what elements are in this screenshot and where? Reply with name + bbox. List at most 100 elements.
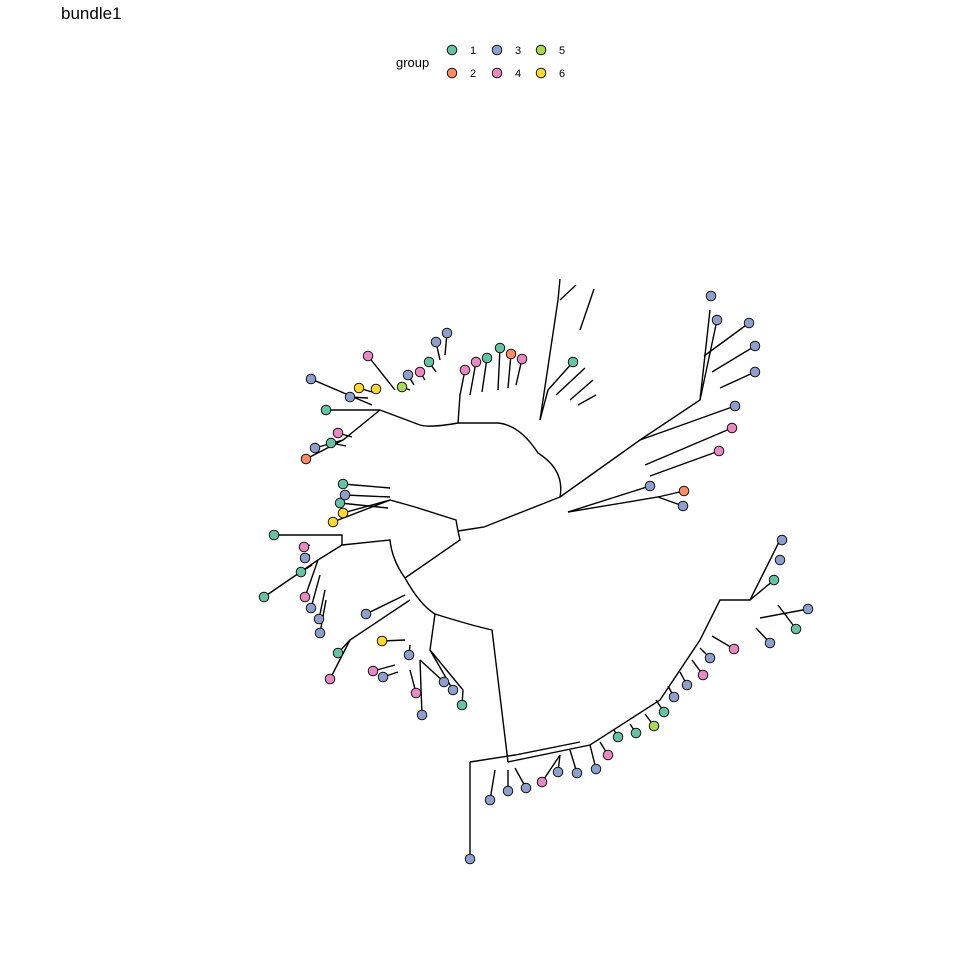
leaf-point-group-1	[295, 566, 307, 578]
branch-40	[469, 741, 581, 763]
legend-key-6	[535, 67, 547, 79]
branch-85	[469, 361, 477, 396]
leaf-point-group-3	[704, 652, 716, 664]
legend: 1 2 3 4 5 6	[446, 44, 565, 80]
leaf-point-group-3	[644, 480, 656, 492]
branch-44	[419, 659, 423, 716]
branch-95	[559, 284, 577, 301]
leaf-point-group-3	[502, 785, 514, 797]
branch-42	[429, 649, 454, 691]
leaf-point-group-3	[402, 369, 414, 381]
branch-7	[639, 405, 736, 441]
branch-66	[344, 494, 391, 498]
legend-label-3: 3	[515, 45, 521, 57]
leaf-point-group-3	[360, 608, 372, 620]
branch-15	[711, 345, 756, 373]
branch-92	[569, 379, 594, 401]
leaf-point-group-6	[337, 507, 349, 519]
legend-label-6: 6	[559, 68, 565, 80]
leaf-point-group-3	[729, 400, 741, 412]
leaf-point-group-6	[353, 382, 365, 394]
branch-62	[274, 534, 343, 545]
leaf-point-group-3	[590, 763, 602, 775]
leaf-point-group-3	[377, 671, 389, 683]
leaf-point-group-4	[299, 591, 311, 603]
branch-68	[305, 409, 421, 460]
legend-label-5: 5	[559, 45, 565, 57]
branch-64	[342, 499, 391, 514]
dendrogram-edges	[263, 278, 809, 859]
leaf-point-group-1	[494, 342, 506, 354]
leaf-point-group-3	[305, 602, 317, 614]
branch-6	[559, 309, 711, 498]
branch-87	[497, 347, 501, 391]
branch-31	[541, 754, 561, 783]
leaf-point-group-3	[711, 314, 723, 326]
leaf-point-group-3	[743, 317, 755, 329]
branch-94	[539, 278, 561, 421]
leaf-point-group-1	[268, 529, 280, 541]
leaf-point-group-1	[612, 731, 624, 743]
leaf-point-group-1	[481, 352, 493, 364]
branch-13	[699, 319, 718, 401]
branch-96	[579, 288, 595, 331]
branch-54	[304, 544, 343, 598]
leaf-point-group-2	[505, 348, 517, 360]
leaf-point-group-3	[774, 554, 786, 566]
legend-key-5	[535, 44, 547, 56]
leaf-point-group-3	[749, 340, 761, 352]
leaf-point-group-3	[403, 649, 415, 661]
branch-56	[310, 574, 321, 609]
leaf-point-group-5	[648, 720, 660, 732]
leaf-point-group-4	[324, 673, 336, 685]
leaf-point-group-3	[668, 691, 680, 703]
branch-52	[365, 594, 406, 615]
branch-9	[649, 450, 720, 477]
leaf-point-group-1	[337, 478, 349, 490]
leaf-point-group-3	[339, 489, 351, 501]
leaf-point-group-4	[367, 665, 379, 677]
legend-label-2: 2	[470, 68, 476, 80]
leaf-point-group-3	[416, 709, 428, 721]
leaf-point-group-6	[327, 516, 339, 528]
leaf-point-group-4	[726, 422, 738, 434]
leaf-point-group-3	[705, 290, 717, 302]
leaf-point-group-1	[630, 727, 642, 739]
leaf-point-group-3	[552, 766, 564, 778]
leaf-point-group-3	[749, 366, 761, 378]
leaf-point-group-3	[314, 627, 326, 639]
branch-84	[457, 369, 466, 424]
branch-90	[539, 361, 574, 421]
leaf-point-group-3	[464, 853, 476, 865]
leaf-point-group-3	[677, 500, 689, 512]
branch-86	[481, 357, 488, 393]
leaf-point-group-4	[470, 356, 482, 368]
branch-4	[341, 539, 406, 579]
leaf-point-group-6	[376, 635, 388, 647]
branch-41	[429, 613, 464, 706]
branch-0	[457, 496, 561, 532]
branch-3	[419, 422, 562, 498]
leaf-point-group-3	[681, 679, 693, 691]
leaf-point-group-4	[536, 776, 548, 788]
leaf-point-group-1	[790, 623, 802, 635]
leaf-point-group-3	[430, 336, 442, 348]
leaf-point-group-4	[410, 687, 422, 699]
leaf-point-group-1	[567, 356, 579, 368]
leaf-point-group-6	[370, 383, 382, 395]
leaf-points	[258, 290, 814, 865]
leaf-point-group-2	[300, 453, 312, 465]
branch-91	[555, 367, 586, 396]
leaf-point-group-3	[447, 684, 459, 696]
branch-93	[577, 394, 597, 406]
leaf-point-group-3	[764, 637, 776, 649]
leaf-point-group-3	[305, 373, 317, 385]
leaf-point-group-3	[484, 794, 496, 806]
leaf-point-group-3	[571, 767, 583, 779]
leaf-point-group-1	[332, 647, 344, 659]
leaf-point-group-2	[678, 485, 690, 497]
branch-77	[367, 355, 396, 391]
leaf-point-group-4	[713, 445, 725, 457]
leaf-point-group-4	[414, 366, 426, 378]
